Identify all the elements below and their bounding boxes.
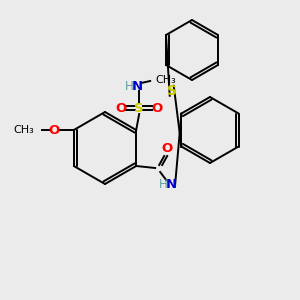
Text: H: H bbox=[159, 178, 168, 190]
Text: H: H bbox=[125, 80, 134, 92]
Text: O: O bbox=[48, 124, 59, 136]
Text: O: O bbox=[152, 101, 163, 115]
Text: S: S bbox=[167, 84, 177, 98]
Text: CH₃: CH₃ bbox=[155, 75, 176, 85]
Text: N: N bbox=[132, 80, 143, 92]
Text: N: N bbox=[166, 178, 177, 190]
Text: CH₃: CH₃ bbox=[13, 125, 34, 135]
Text: O: O bbox=[162, 142, 173, 155]
Text: S: S bbox=[134, 101, 144, 115]
Text: O: O bbox=[116, 101, 127, 115]
